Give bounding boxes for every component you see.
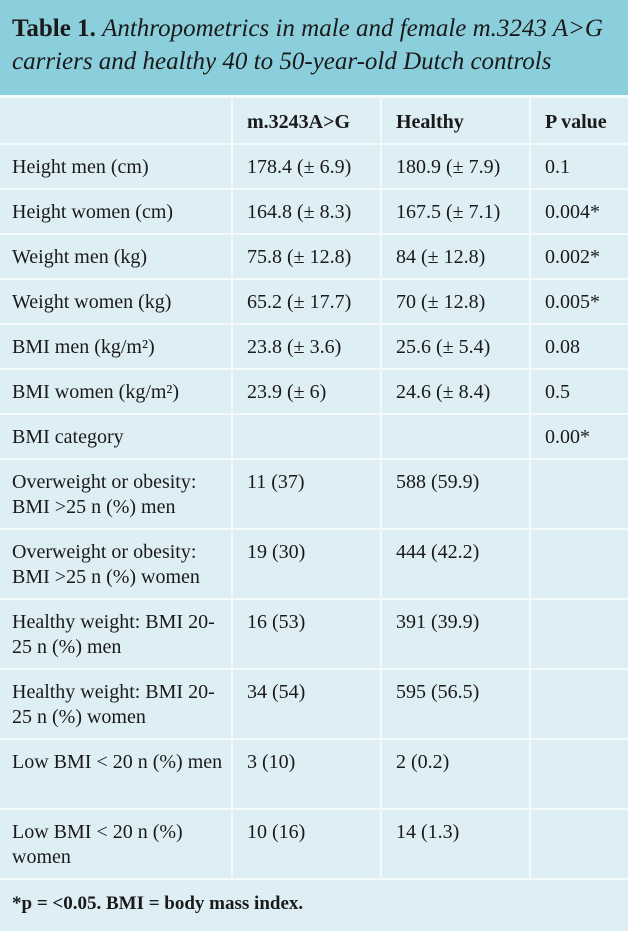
row-label: Healthy weight: BMI 20-25 n (%) women: [0, 669, 233, 740]
table-row: Height men (cm) 178.4 (± 6.9) 180.9 (± 7…: [0, 144, 628, 190]
row-label: Low BMI < 20 n (%) men: [0, 739, 233, 810]
table-label: Table 1.: [12, 15, 96, 42]
carriers-value: 75.8 (± 12.8): [232, 234, 382, 280]
row-label: Overweight or obesity: BMI >25 n (%) men: [0, 459, 233, 530]
table-row: Height women (cm) 164.8 (± 8.3) 167.5 (±…: [0, 189, 628, 235]
carriers-value: [232, 414, 382, 460]
row-label: BMI men (kg/m²): [0, 324, 233, 370]
table-row: Low BMI < 20 n (%) men 3 (10) 2 (0.2): [0, 739, 628, 810]
healthy-value: 595 (56.5): [381, 669, 531, 740]
carriers-value: 19 (30): [232, 529, 382, 600]
table-row: Healthy weight: BMI 20-25 n (%) women 34…: [0, 669, 628, 740]
anthropometrics-table: m.3243A>G Healthy P value Height men (cm…: [0, 98, 628, 880]
healthy-value: [381, 414, 531, 460]
p-value: 0.002*: [530, 234, 628, 280]
healthy-value: 444 (42.2): [381, 529, 531, 600]
carriers-value: 34 (54): [232, 669, 382, 740]
healthy-value: 84 (± 12.8): [381, 234, 531, 280]
table-row: Low BMI < 20 n (%) women 10 (16) 14 (1.3…: [0, 809, 628, 880]
healthy-value: 24.6 (± 8.4): [381, 369, 531, 415]
p-value: 0.00*: [530, 414, 628, 460]
header-empty: [0, 98, 233, 145]
p-value: 0.004*: [530, 189, 628, 235]
p-value: [530, 529, 628, 600]
table-row: BMI category 0.00*: [0, 414, 628, 460]
row-label: BMI category: [0, 414, 233, 460]
healthy-value: 588 (59.9): [381, 459, 531, 530]
p-value: 0.1: [530, 144, 628, 190]
table-row: Overweight or obesity: BMI >25 n (%) men…: [0, 459, 628, 530]
header-carriers: m.3243A>G: [232, 98, 382, 145]
row-label: Overweight or obesity: BMI >25 n (%) wom…: [0, 529, 233, 600]
p-value: [530, 599, 628, 670]
row-label: Low BMI < 20 n (%) women: [0, 809, 233, 880]
carriers-value: 16 (53): [232, 599, 382, 670]
p-value: 0.5: [530, 369, 628, 415]
p-value: 0.08: [530, 324, 628, 370]
row-label: Weight women (kg): [0, 279, 233, 325]
carriers-value: 164.8 (± 8.3): [232, 189, 382, 235]
row-label: Healthy weight: BMI 20-25 n (%) men: [0, 599, 233, 670]
p-value: [530, 739, 628, 810]
carriers-value: 23.9 (± 6): [232, 369, 382, 415]
table-title: Anthropometrics in male and female m.324…: [12, 15, 603, 75]
header-healthy: Healthy: [381, 98, 531, 145]
healthy-value: 167.5 (± 7.1): [381, 189, 531, 235]
healthy-value: 25.6 (± 5.4): [381, 324, 531, 370]
row-label: Weight men (kg): [0, 234, 233, 280]
row-label: Height women (cm): [0, 189, 233, 235]
carriers-value: 65.2 (± 17.7): [232, 279, 382, 325]
row-label: BMI women (kg/m²): [0, 369, 233, 415]
table-row: BMI men (kg/m²) 23.8 (± 3.6) 25.6 (± 5.4…: [0, 324, 628, 370]
p-value: 0.005*: [530, 279, 628, 325]
header-p-value: P value: [530, 98, 628, 145]
table-row: Weight men (kg) 75.8 (± 12.8) 84 (± 12.8…: [0, 234, 628, 280]
carriers-value: 178.4 (± 6.9): [232, 144, 382, 190]
table-row: BMI women (kg/m²) 23.9 (± 6) 24.6 (± 8.4…: [0, 369, 628, 415]
p-value: [530, 669, 628, 740]
p-value: [530, 809, 628, 880]
table-row: Weight women (kg) 65.2 (± 17.7) 70 (± 12…: [0, 279, 628, 325]
table-row: Healthy weight: BMI 20-25 n (%) men 16 (…: [0, 599, 628, 670]
carriers-value: 3 (10): [232, 739, 382, 810]
healthy-value: 14 (1.3): [381, 809, 531, 880]
carriers-value: 10 (16): [232, 809, 382, 880]
healthy-value: 70 (± 12.8): [381, 279, 531, 325]
row-label: Height men (cm): [0, 144, 233, 190]
healthy-value: 180.9 (± 7.9): [381, 144, 531, 190]
table-caption: Table 1. Anthropometrics in male and fem…: [0, 0, 628, 98]
healthy-value: 391 (39.9): [381, 599, 531, 670]
table-row: Overweight or obesity: BMI >25 n (%) wom…: [0, 529, 628, 600]
healthy-value: 2 (0.2): [381, 739, 531, 810]
carriers-value: 11 (37): [232, 459, 382, 530]
carriers-value: 23.8 (± 3.6): [232, 324, 382, 370]
p-value: [530, 459, 628, 530]
header-row: m.3243A>G Healthy P value: [0, 98, 628, 145]
table-footnote: *p = <0.05. BMI = body mass index.: [12, 893, 304, 914]
